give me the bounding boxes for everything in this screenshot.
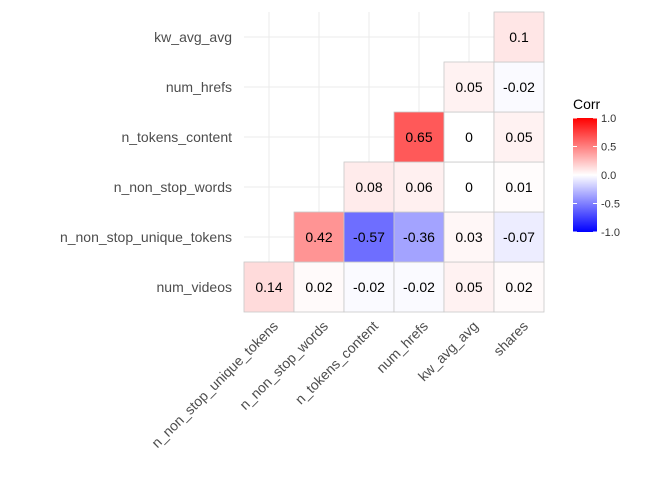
legend-tick-label: -0.5 bbox=[601, 199, 620, 211]
legend-title: Corr bbox=[573, 96, 601, 112]
legend: Corr 1.0 0.5 0.0 -0.5 -1.0 bbox=[573, 96, 620, 239]
cell-labels: 0.14 0.02 -0.02 -0.02 0.05 0.02 0.42 -0.57 -0.36… bbox=[255, 29, 535, 295]
heatmap-cell bbox=[493, 161, 545, 213]
heatmap-cell bbox=[393, 161, 445, 213]
heatmap-cell bbox=[443, 111, 495, 163]
cell-value-label: 0.1 bbox=[509, 29, 529, 45]
heatmap-cell bbox=[493, 11, 545, 63]
legend-ticks: 1.0 0.5 0.0 -0.5 -1.0 bbox=[573, 113, 620, 239]
x-tick-label: n_non_stop_words bbox=[236, 318, 331, 413]
cell-value-label: 0.01 bbox=[505, 179, 532, 195]
legend-tick-label: 0.0 bbox=[601, 170, 616, 182]
cell-value-label: 0.02 bbox=[305, 279, 332, 295]
heatmap-cell bbox=[443, 161, 495, 213]
cell-value-label: 0.42 bbox=[305, 229, 332, 245]
cell-value-label: -0.57 bbox=[353, 229, 385, 245]
cell-value-label: -0.07 bbox=[503, 229, 535, 245]
legend-tick-label: 0.5 bbox=[601, 142, 616, 154]
cell-value-label: 0.06 bbox=[405, 179, 432, 195]
cell-value-label: 0.03 bbox=[455, 229, 482, 245]
heatmap-cell bbox=[493, 111, 545, 163]
y-tick-label: n_non_stop_words bbox=[114, 179, 232, 195]
heatmap-cell bbox=[393, 111, 445, 163]
cell-value-label: -0.02 bbox=[503, 79, 535, 95]
y-tick-label: num_hrefs bbox=[166, 79, 232, 95]
y-axis-labels: num_videos n_non_stop_unique_tokens n_non_… bbox=[60, 29, 232, 295]
cell-value-label: -0.02 bbox=[403, 279, 435, 295]
cell-value-label: 0.08 bbox=[355, 179, 382, 195]
x-tick-label: shares bbox=[490, 318, 531, 359]
legend-tick-label: 1.0 bbox=[601, 113, 616, 125]
cell-value-label: -0.02 bbox=[353, 279, 385, 295]
x-axis-labels: n_non_stop_unique_tokensn_non_stop_words… bbox=[148, 318, 531, 451]
heatmap-cell bbox=[443, 211, 495, 263]
legend-tick-label: -1.0 bbox=[601, 227, 620, 239]
y-tick-label: n_non_stop_unique_tokens bbox=[60, 229, 232, 245]
cell-value-label: 0 bbox=[465, 179, 473, 195]
heatmap-cell bbox=[243, 261, 295, 313]
cell-value-label: 0.05 bbox=[505, 129, 532, 145]
heatmap-cell bbox=[493, 261, 545, 313]
heatmap-cell bbox=[493, 211, 545, 263]
cell-value-label: 0 bbox=[465, 129, 473, 145]
heatmap-cell bbox=[493, 61, 545, 113]
cell-value-label: -0.36 bbox=[403, 229, 435, 245]
heatmap-tiles bbox=[243, 11, 545, 313]
cell-value-label: 0.14 bbox=[255, 279, 282, 295]
cell-value-label: 0.65 bbox=[405, 129, 432, 145]
heatmap-cell bbox=[293, 211, 345, 263]
heatmap-cell bbox=[343, 161, 395, 213]
heatmap-cell bbox=[443, 261, 495, 313]
y-tick-label: kw_avg_avg bbox=[154, 29, 232, 45]
y-tick-label: num_videos bbox=[157, 279, 233, 295]
cell-value-label: 0.02 bbox=[505, 279, 532, 295]
cell-value-label: 0.05 bbox=[455, 279, 482, 295]
y-tick-label: n_tokens_content bbox=[121, 129, 232, 145]
cell-value-label: 0.05 bbox=[455, 79, 482, 95]
